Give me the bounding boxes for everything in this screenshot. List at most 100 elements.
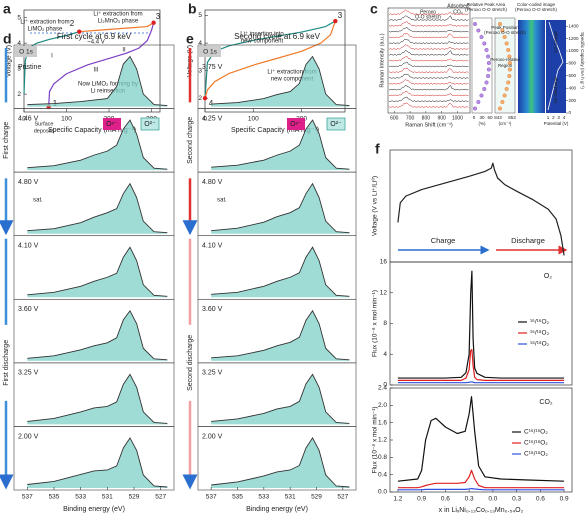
row-label: 3.75 V	[202, 64, 223, 71]
x-tick-label: 529	[311, 494, 322, 501]
spectrum-decor	[388, 79, 469, 85]
x-tick-label: 600	[390, 115, 399, 121]
panel-letter: d	[3, 31, 12, 47]
inset-dot	[479, 35, 484, 40]
spectrum-decor	[388, 44, 469, 50]
panel-title: Second cycle at 6.9 keV	[234, 32, 320, 41]
legend-label: C¹⁶/¹⁸O₂	[524, 440, 548, 447]
x-axis-label: x in LiₓNi₀.₁₃Co₀.₁₃Mn₀.₅₄O₂	[439, 507, 524, 514]
spectrum-line	[211, 246, 350, 297]
annotation: Peak Position	[491, 25, 519, 30]
x-tick-label: 537	[206, 494, 217, 501]
row-frame	[13, 44, 175, 109]
phase-label: Second charge	[187, 117, 194, 164]
panel-title: First cycle at 6.9 keV	[57, 32, 132, 41]
y-tick-label: 0.0	[378, 489, 387, 496]
row-label: 3.25 V	[18, 370, 39, 377]
spectrum-decor	[388, 61, 469, 68]
legend-label: ¹⁶/¹⁸O₂	[530, 330, 550, 337]
annotation: O²⁻	[144, 121, 156, 128]
spectrum-fill	[211, 247, 350, 298]
series-line	[397, 487, 565, 491]
y2-tick-label: 0	[569, 110, 572, 115]
series-line	[397, 396, 565, 482]
series-line	[79, 22, 154, 33]
legend-label: ¹⁸/¹⁸O₂	[530, 341, 550, 348]
annotation: O-O stretch	[415, 14, 441, 20]
series-line	[204, 20, 336, 99]
y-tick-label: 4	[383, 351, 387, 358]
spectrum-fill	[211, 310, 350, 361]
inset-tick-label: 4	[563, 115, 566, 120]
y-tick-label: 1.2	[378, 437, 387, 444]
inset-tick-label: 0	[473, 115, 476, 120]
series-label: III	[93, 68, 98, 74]
x-tick-label: 0.9	[417, 496, 426, 503]
label-box	[326, 117, 346, 131]
series-line	[397, 270, 565, 379]
spectrum-decor	[388, 26, 469, 33]
x-tick-label: 535	[232, 494, 243, 501]
x-tick-label: 537	[22, 494, 33, 501]
annotation: Charge	[431, 236, 456, 245]
inset-tick-label: 3	[557, 115, 560, 120]
inset-dot	[482, 41, 487, 46]
inset-frame	[494, 17, 516, 114]
annotation: Now LiMO₂ forming by	[78, 82, 138, 88]
y-tick-label: 1.6	[378, 419, 387, 426]
spectrum-decor	[388, 84, 469, 91]
x-tick-label: 0	[22, 116, 26, 123]
y2-tick-label: 1400	[569, 23, 580, 28]
annotation: O²⁻	[330, 121, 342, 128]
panel-letter: c	[370, 1, 378, 17]
annotation: deposits	[34, 128, 55, 134]
color-image	[518, 20, 545, 113]
x-tick-label: 0.0	[488, 496, 497, 503]
y-tick-label: 2.0	[378, 402, 387, 409]
x-axis-label: Raman Shift (cm⁻¹)	[405, 122, 453, 128]
spectrum-decor	[388, 33, 469, 39]
spectrum-line	[211, 182, 350, 234]
inner-label-box	[15, 46, 37, 57]
inset-dot	[479, 93, 484, 98]
x-tick-label: 0.3	[465, 496, 474, 503]
potential-panel	[546, 20, 566, 113]
inset-dot	[476, 99, 481, 104]
inset-tick-label: 843	[494, 115, 502, 120]
x-tick-label: 0.6	[441, 496, 450, 503]
inset-unit: (%)	[479, 121, 486, 126]
series-line	[397, 349, 565, 381]
annotation: Discharge	[511, 236, 545, 245]
inset-tick-label: 2	[552, 115, 555, 120]
label-box	[103, 118, 121, 130]
spectrum-line	[27, 246, 168, 297]
x-tick-label: 1000	[452, 115, 463, 121]
series-line	[48, 22, 155, 107]
spectrum-line	[27, 373, 168, 424]
annotation: sat.	[217, 198, 227, 204]
inset-dot	[507, 54, 512, 59]
x-axis-label: Specific Capacity (mA h g⁻¹)	[48, 127, 136, 134]
series-line	[397, 469, 565, 489]
annotation: Li⁺ extraction from	[93, 11, 142, 18]
y2-tick-label: 1000	[569, 48, 580, 53]
panel-letter: a	[3, 1, 11, 17]
spectrum-line	[27, 182, 168, 234]
x-tick-label: 100	[248, 116, 259, 123]
row-frame	[197, 426, 357, 491]
annotation: 1st Discharge	[553, 76, 558, 104]
annotation: Peroxo-related	[490, 57, 520, 62]
phase-label: First charge	[3, 122, 10, 159]
point-marker	[202, 96, 208, 101]
spectrum-decor	[388, 50, 469, 56]
annotation: 3	[156, 12, 161, 21]
annotation: Oⁿ⁻	[106, 121, 118, 128]
row-label: 4.46 V	[18, 115, 39, 122]
inner-label: O 1s	[203, 49, 217, 56]
spectrum-fill	[211, 56, 350, 107]
annotation: Region	[498, 63, 513, 68]
legend-label: C¹⁸/¹⁸O₂	[524, 451, 548, 458]
